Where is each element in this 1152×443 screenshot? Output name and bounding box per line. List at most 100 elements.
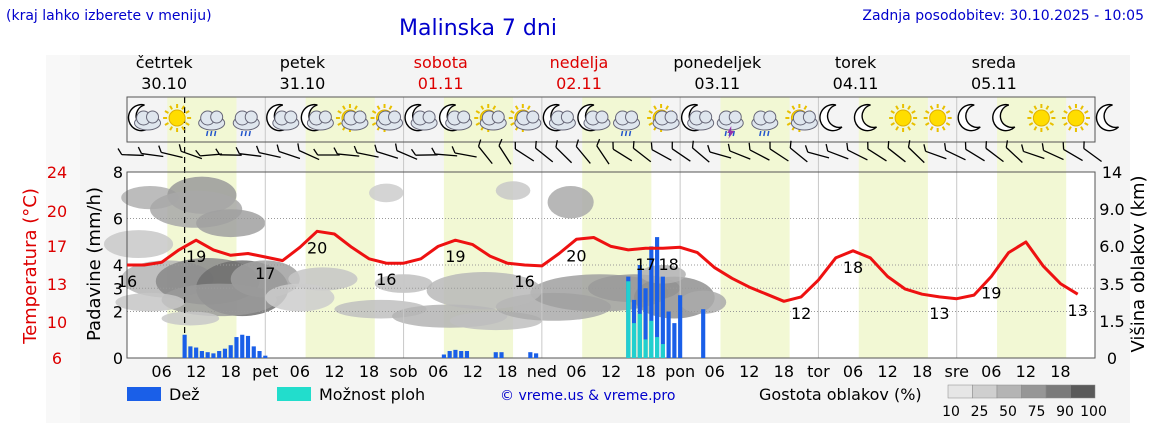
wind-barb-flag xyxy=(748,142,751,151)
cloud-axis-tick: 1.5 xyxy=(1099,312,1124,331)
wind-barb-flag xyxy=(195,149,201,157)
shower-bar xyxy=(626,281,631,358)
wind-barb-flag xyxy=(923,144,927,152)
rain-drop xyxy=(248,130,251,137)
credit-text[interactable]: © vreme.us & vreme.pro xyxy=(500,388,676,404)
wind-barb-flag xyxy=(255,145,260,153)
sun-cloud-icon xyxy=(647,104,680,132)
wind-barb-flag xyxy=(178,144,182,152)
rain-bar xyxy=(701,309,706,358)
sun-ray xyxy=(164,122,169,126)
wind-barb xyxy=(235,146,262,157)
rain-bar xyxy=(655,237,660,358)
rain-drop xyxy=(624,130,628,137)
sun-disc xyxy=(929,109,947,127)
sun-disc xyxy=(894,109,912,127)
sun-ray xyxy=(648,110,653,114)
sun-ray xyxy=(492,105,497,110)
sun-ray xyxy=(1028,110,1034,114)
wind-barb-staff xyxy=(1005,146,1023,163)
rain-bar xyxy=(643,288,648,358)
sun-disc xyxy=(168,109,186,127)
sun-icon xyxy=(923,104,952,132)
wind-barb-staff xyxy=(867,148,887,162)
cloud-drizzle-icon xyxy=(232,110,260,137)
x-tick-label: pon xyxy=(665,362,695,381)
x-tick-label: 18 xyxy=(774,362,794,381)
sun-icon xyxy=(1027,104,1056,132)
wind-barb xyxy=(691,140,710,163)
daylight-band xyxy=(720,97,790,358)
wind-barb xyxy=(612,141,633,162)
sun-disc xyxy=(1032,109,1050,127)
wind-barb-staff xyxy=(887,147,906,163)
rain-axis-tick: 2 xyxy=(113,303,123,322)
day-date: 02.11 xyxy=(556,74,602,93)
wind-barb xyxy=(394,143,418,160)
wind-barb-staff xyxy=(651,149,672,161)
cloud-blob xyxy=(196,209,266,238)
legend-label-rain: Dež xyxy=(169,385,200,404)
wind-barb-flag xyxy=(374,144,378,152)
rain-drop xyxy=(759,130,762,137)
wind-barb-staff xyxy=(596,145,610,165)
shower-bar xyxy=(655,337,660,358)
wind-barb-staff xyxy=(121,154,144,157)
moon-icon xyxy=(957,103,981,132)
temperature-line xyxy=(127,229,1079,303)
wind-barb-staff xyxy=(376,151,399,159)
x-tick-label: 12 xyxy=(877,362,897,381)
sun-ray xyxy=(169,105,173,110)
x-tick-label: 18 xyxy=(359,362,379,381)
wind-barb-staff xyxy=(807,151,830,159)
day-name: sreda xyxy=(972,53,1016,72)
rain-bar xyxy=(441,354,446,358)
wind-barb xyxy=(117,148,144,157)
wind-barb-staff xyxy=(435,153,458,157)
sun-ray xyxy=(169,126,173,131)
cloud-thunder-icon xyxy=(716,110,744,139)
sun-ray xyxy=(337,122,342,126)
moon-cloud-icon xyxy=(266,103,300,132)
cloud-scale-swatch xyxy=(972,384,998,399)
wind-barb-flag xyxy=(1021,144,1025,152)
wind-barb xyxy=(313,148,340,156)
chart-text: četrtek 30.10 petek 31.10 sobota 01.11 nedelja… xyxy=(20,53,1149,381)
wind-barb-flag xyxy=(555,140,558,148)
cloud-puff xyxy=(560,110,574,124)
wind-barb-flag xyxy=(691,140,694,148)
x-tick-label: sre xyxy=(945,362,969,381)
shower-bar xyxy=(637,313,642,358)
wind-barb xyxy=(137,146,164,158)
lightning-bolt xyxy=(727,126,735,139)
rain-bar xyxy=(666,311,671,358)
sun-ray xyxy=(907,105,911,110)
sun-ray xyxy=(1049,122,1055,126)
sun-ray xyxy=(653,105,657,110)
rain-bar xyxy=(234,337,239,358)
rain-bar xyxy=(194,347,199,358)
rain-bar xyxy=(263,355,268,358)
wind-barb xyxy=(158,145,183,159)
sun-cloud-icon xyxy=(785,104,818,132)
temp-axis-label: Temperatura (°C) xyxy=(20,188,41,345)
wind-barb-flag xyxy=(1083,141,1085,149)
wind-barb-flag xyxy=(1062,142,1065,150)
rain-bar xyxy=(499,352,504,358)
cloud-scale-swatch xyxy=(947,384,973,399)
wind-barb xyxy=(1005,140,1023,163)
wind-barb xyxy=(907,140,925,164)
temp-label: 19 xyxy=(981,284,1001,303)
day-date: 05.11 xyxy=(971,74,1017,93)
moon-crescent xyxy=(853,103,878,132)
moon-crescent xyxy=(1095,103,1120,132)
cloud-puff xyxy=(802,110,816,124)
wind-barb-flag xyxy=(575,139,580,147)
wind-barb-staff xyxy=(925,150,947,160)
cloud-scale-swatch xyxy=(996,384,1022,399)
sun-ray xyxy=(1033,105,1038,110)
x-tick-label: 06 xyxy=(566,362,586,381)
sun-ray xyxy=(925,122,930,126)
